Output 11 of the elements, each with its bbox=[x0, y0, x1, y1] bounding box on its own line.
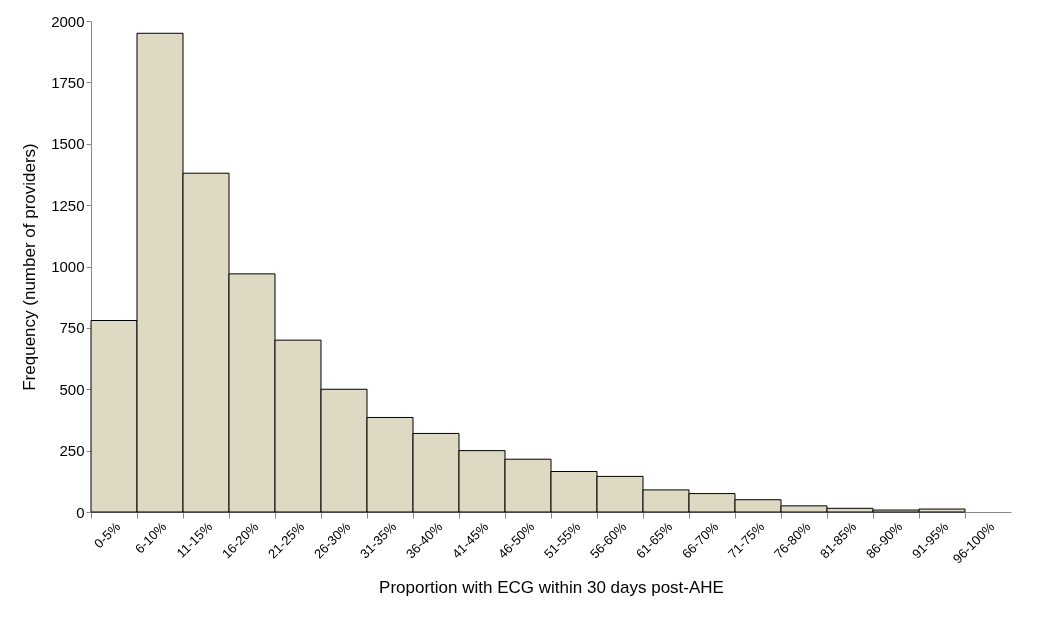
y-tick-label: 1000 bbox=[51, 258, 85, 275]
x-axis-title: Proportion with ECG within 30 days post-AHE bbox=[379, 578, 724, 598]
y-tick-label: 750 bbox=[59, 319, 85, 337]
y-axis-title: Frequency (number of providers) bbox=[20, 143, 40, 391]
y-tick-label: 0 bbox=[76, 503, 85, 521]
y-tick-label: 2000 bbox=[51, 12, 85, 30]
y-tick-label: 1250 bbox=[51, 196, 85, 214]
y-tick-label: 1750 bbox=[51, 73, 85, 91]
y-tick-label: 1500 bbox=[51, 135, 85, 153]
y-tick-label: 500 bbox=[59, 380, 85, 398]
y-tick-label: 250 bbox=[59, 442, 85, 460]
